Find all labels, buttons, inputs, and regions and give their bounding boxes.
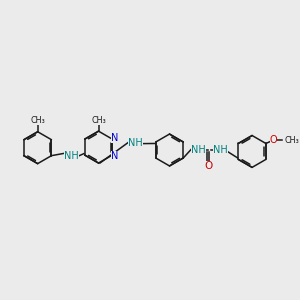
Text: N: N: [111, 133, 118, 143]
Text: NH: NH: [128, 138, 143, 148]
Text: NH: NH: [213, 145, 228, 155]
Text: CH₃: CH₃: [91, 116, 106, 125]
Text: NH: NH: [191, 145, 206, 155]
Text: NH: NH: [64, 151, 79, 161]
Text: O: O: [204, 161, 212, 171]
Text: N: N: [111, 151, 118, 161]
Text: CH₃: CH₃: [30, 116, 45, 125]
Text: O: O: [270, 135, 277, 145]
Text: CH₃: CH₃: [284, 136, 299, 145]
